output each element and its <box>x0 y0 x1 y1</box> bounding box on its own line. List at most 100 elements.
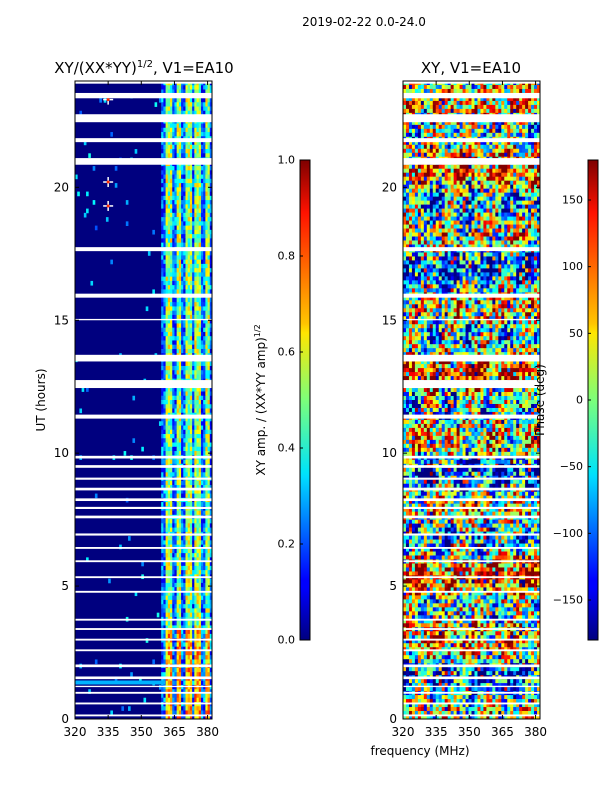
phase-cell <box>528 125 531 129</box>
phase-cell <box>534 125 537 129</box>
phase-cell <box>427 165 430 169</box>
phase-cell <box>442 153 445 157</box>
phase-cell <box>436 165 439 169</box>
phase-cell <box>513 185 516 189</box>
figure-suptitle: 2019-02-22 0.0-24.0 <box>302 15 426 29</box>
flagged-row <box>75 533 212 535</box>
phase-cell <box>507 129 510 133</box>
phase-cell <box>460 193 463 197</box>
phase-cell <box>412 197 415 201</box>
phase-cell <box>406 101 409 105</box>
phase-cell <box>427 85 430 89</box>
phase-cell <box>430 181 433 185</box>
phase-cell <box>531 165 534 169</box>
phase-cell <box>477 153 480 157</box>
phase-cell <box>469 89 472 93</box>
phase-cell <box>522 165 525 169</box>
phase-cell <box>498 185 501 189</box>
phase-cell <box>528 185 531 189</box>
phase-cell <box>469 133 472 137</box>
phase-cell <box>483 153 486 157</box>
flagged-row <box>75 93 212 98</box>
phase-cell <box>424 169 427 173</box>
phase-cell <box>439 173 442 177</box>
phase-cell <box>469 109 472 113</box>
phase-cell <box>445 133 448 137</box>
phase-cell <box>477 149 480 153</box>
phase-cell <box>457 153 460 157</box>
phase-cell <box>457 85 460 89</box>
phase-cell <box>525 129 528 133</box>
phase-cell <box>421 129 424 133</box>
phase-cell <box>418 129 421 133</box>
phase-cell <box>424 101 427 105</box>
phase-cell <box>489 129 492 133</box>
phase-cell <box>436 129 439 133</box>
phase-cell <box>498 165 501 169</box>
phase-cell <box>525 133 528 137</box>
phase-cell <box>466 153 469 157</box>
amplitude-cell <box>93 166 96 171</box>
phase-cell <box>472 85 475 89</box>
phase-cell <box>442 165 445 169</box>
phase-cell <box>436 185 439 189</box>
phase-cell <box>516 129 519 133</box>
phase-cell <box>489 197 492 201</box>
phase-cell <box>454 173 457 177</box>
phase-cell <box>492 129 495 133</box>
phase-cell <box>528 101 531 105</box>
phase-cell <box>430 145 433 149</box>
phase-cell <box>415 109 418 113</box>
phase-cell <box>472 133 475 137</box>
amplitude-cell <box>86 209 89 214</box>
amplitude-cell <box>132 396 135 401</box>
phase-cell <box>510 109 513 113</box>
amplitude-cell <box>95 659 98 664</box>
phase-cell <box>489 149 492 153</box>
phase-cell <box>501 109 504 113</box>
phase-cell <box>504 149 507 153</box>
phase-cell <box>510 153 513 157</box>
phase-cell <box>489 101 492 105</box>
phase-cell <box>477 129 480 133</box>
x-tick-label: 380 <box>196 725 219 739</box>
phase-cell <box>501 101 504 105</box>
phase-cell <box>507 181 510 185</box>
phase-cell <box>466 101 469 105</box>
phase-cell <box>469 181 472 185</box>
phase-cell <box>516 149 519 153</box>
phase-cell <box>519 153 522 157</box>
phase-cell <box>480 145 483 149</box>
phase-cell <box>486 109 489 113</box>
phase-cell <box>403 145 406 149</box>
phase-cell <box>454 169 457 173</box>
phase-cell <box>501 89 504 93</box>
phase-cell <box>469 189 472 193</box>
phase-cell <box>403 149 406 153</box>
amplitude-cell <box>115 166 118 171</box>
phase-cell <box>439 89 442 93</box>
phase-cell <box>489 133 492 137</box>
flagged-row <box>75 488 212 491</box>
phase-cell <box>451 177 454 181</box>
phase-cell <box>430 177 433 181</box>
phase-cell <box>522 153 525 157</box>
phase-cell <box>430 105 433 109</box>
phase-cell <box>436 133 439 137</box>
phase-cell <box>460 145 463 149</box>
phase-cell <box>418 185 421 189</box>
phase-cell <box>460 197 463 201</box>
phase-cell <box>507 185 510 189</box>
phase-cell <box>472 101 475 105</box>
phase-cell <box>492 181 495 185</box>
phase-cell <box>528 149 531 153</box>
phase-cell <box>439 177 442 181</box>
phase-cell <box>513 145 516 149</box>
phase-cell <box>421 133 424 137</box>
phase-cell <box>534 133 537 137</box>
phase-cell <box>504 153 507 157</box>
phase-cell <box>466 197 469 201</box>
phase-cell <box>480 153 483 157</box>
phase-cell <box>472 129 475 133</box>
